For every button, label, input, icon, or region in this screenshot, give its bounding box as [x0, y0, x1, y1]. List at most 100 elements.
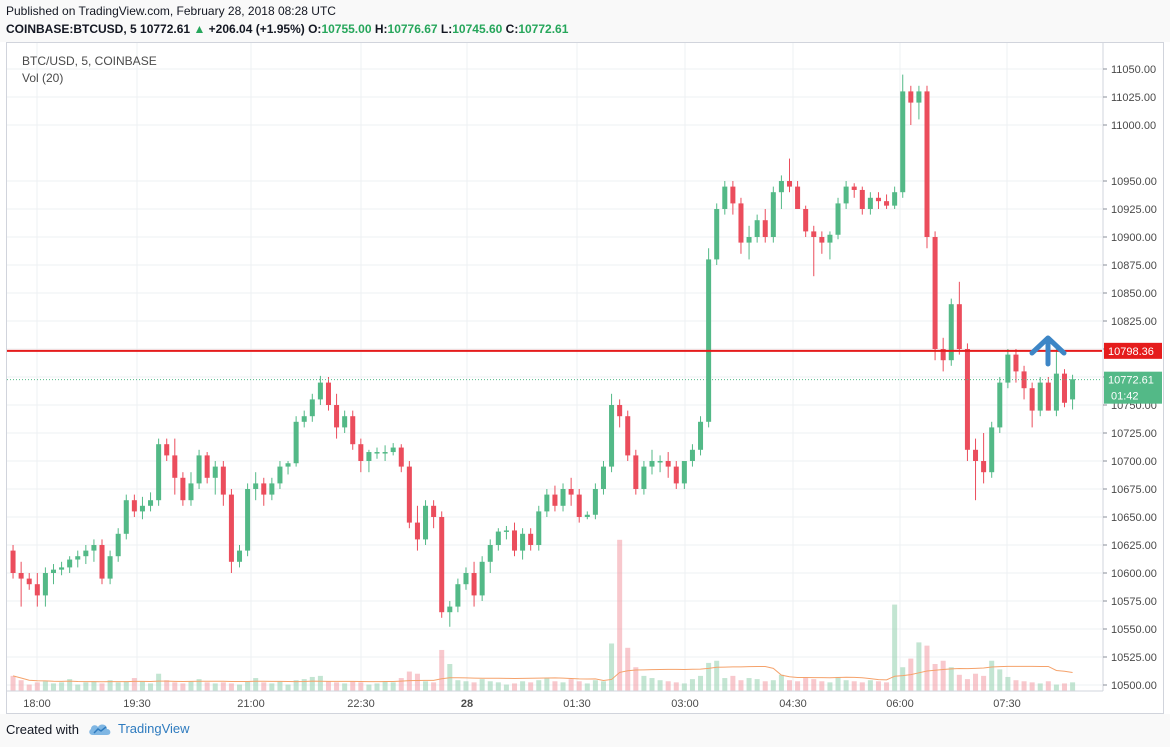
- volume-bar: [228, 683, 234, 691]
- candle-body: [99, 545, 105, 579]
- candle-body: [245, 489, 251, 551]
- candle: [843, 181, 849, 209]
- volume-bar: [59, 682, 65, 691]
- volume-bar: [253, 678, 259, 691]
- candle-body: [956, 304, 962, 349]
- candle-body: [1005, 354, 1011, 383]
- volume-bar: [859, 682, 865, 691]
- candle-body: [91, 545, 97, 551]
- candle: [536, 505, 542, 551]
- up-arrow-icon: [1029, 335, 1067, 367]
- chart-frame[interactable]: 10500.00 10525.00 10550.00 10575.00 10600.00…: [6, 42, 1164, 714]
- volume-bar: [714, 660, 720, 691]
- candle-body: [665, 461, 671, 467]
- candle: [698, 416, 704, 456]
- volume-bar: [1013, 680, 1019, 691]
- candle-body: [973, 449, 979, 461]
- candle-body: [673, 466, 679, 484]
- candle-body: [366, 452, 372, 461]
- volume-bar: [123, 681, 129, 691]
- time-tick-label: 28: [461, 698, 473, 710]
- volume-bar: [374, 683, 380, 691]
- candle-body: [156, 444, 162, 501]
- candle: [423, 500, 429, 545]
- volume-bar: [544, 678, 550, 691]
- candle-body: [600, 466, 606, 489]
- candle: [67, 556, 73, 573]
- volume-bar: [471, 682, 477, 691]
- volume-bar: [293, 680, 299, 691]
- volume-bar: [884, 682, 890, 691]
- candle: [964, 343, 970, 461]
- symbol-label: COINBASE:BTCUSD, 5: [6, 22, 137, 36]
- volume-bar: [875, 681, 881, 691]
- candle: [973, 438, 979, 501]
- candle-body: [1013, 354, 1019, 372]
- time-tick-label: 04:30: [779, 698, 807, 710]
- volume-bar: [317, 675, 323, 691]
- volume-bar: [948, 667, 954, 691]
- candle-body: [1037, 382, 1043, 411]
- candlestick-chart[interactable]: 10500.00 10525.00 10550.00 10575.00 10600.00…: [7, 43, 1163, 713]
- volume-bar: [560, 682, 566, 691]
- candle: [746, 225, 752, 260]
- volume-bar: [520, 681, 526, 691]
- volume-bar: [738, 680, 744, 691]
- candle: [908, 85, 914, 125]
- candle: [261, 477, 267, 506]
- candle: [301, 410, 307, 428]
- candle-body: [544, 494, 550, 512]
- candle-body: [875, 197, 881, 202]
- candle-body: [358, 444, 364, 461]
- candle-body: [916, 91, 922, 103]
- candle-body: [34, 584, 40, 596]
- volume-bar: [220, 682, 226, 691]
- last-price-value: 10772.61: [140, 22, 191, 36]
- candle-body: [463, 573, 469, 585]
- candle: [778, 175, 784, 209]
- volume-bar: [609, 643, 615, 691]
- candle-body: [18, 573, 24, 579]
- volume-bar: [18, 680, 24, 691]
- footer-bar: Created with TradingView: [0, 714, 1170, 747]
- candle-body: [981, 461, 987, 473]
- candle-body: [835, 203, 841, 235]
- candle: [10, 545, 16, 579]
- price-tick-label: 10925.00: [1111, 204, 1157, 216]
- candle-body: [859, 189, 865, 209]
- candle: [633, 449, 639, 495]
- tradingview-brand[interactable]: TradingView: [88, 721, 190, 736]
- candle: [1045, 377, 1051, 411]
- volume-bar: [617, 539, 623, 691]
- candle: [431, 500, 437, 529]
- ohlc-readout: COINBASE:BTCUSD, 5 10772.61 ▲ +206.04 (+…: [6, 22, 568, 36]
- price-tick-label: 10675.00: [1111, 484, 1157, 496]
- candle: [439, 511, 445, 618]
- candle-body: [964, 349, 970, 450]
- candle-body: [576, 494, 582, 517]
- volume-bar: [204, 682, 210, 691]
- candle: [981, 433, 987, 484]
- candle: [900, 74, 906, 198]
- candle: [34, 573, 40, 607]
- time-tick-label: 06:00: [886, 698, 914, 710]
- candle-body: [277, 466, 283, 484]
- volume-bar: [107, 680, 113, 691]
- candle: [948, 298, 954, 366]
- volume-bar: [706, 662, 712, 691]
- candle: [1061, 369, 1068, 408]
- candle: [139, 496, 145, 520]
- volume-bar: [1021, 681, 1027, 691]
- candle: [204, 452, 210, 484]
- time-tick-label: 21:00: [237, 698, 265, 710]
- candle-body: [204, 455, 210, 478]
- price-tick-label: 10550.00: [1111, 624, 1157, 636]
- candle-body: [455, 584, 461, 607]
- high-value: 10776.67: [387, 22, 438, 36]
- candle-body: [1045, 382, 1051, 411]
- candle: [107, 550, 113, 585]
- candle: [26, 573, 32, 590]
- candle: [358, 438, 364, 473]
- candle-body: [350, 416, 356, 445]
- candle: [1029, 382, 1035, 428]
